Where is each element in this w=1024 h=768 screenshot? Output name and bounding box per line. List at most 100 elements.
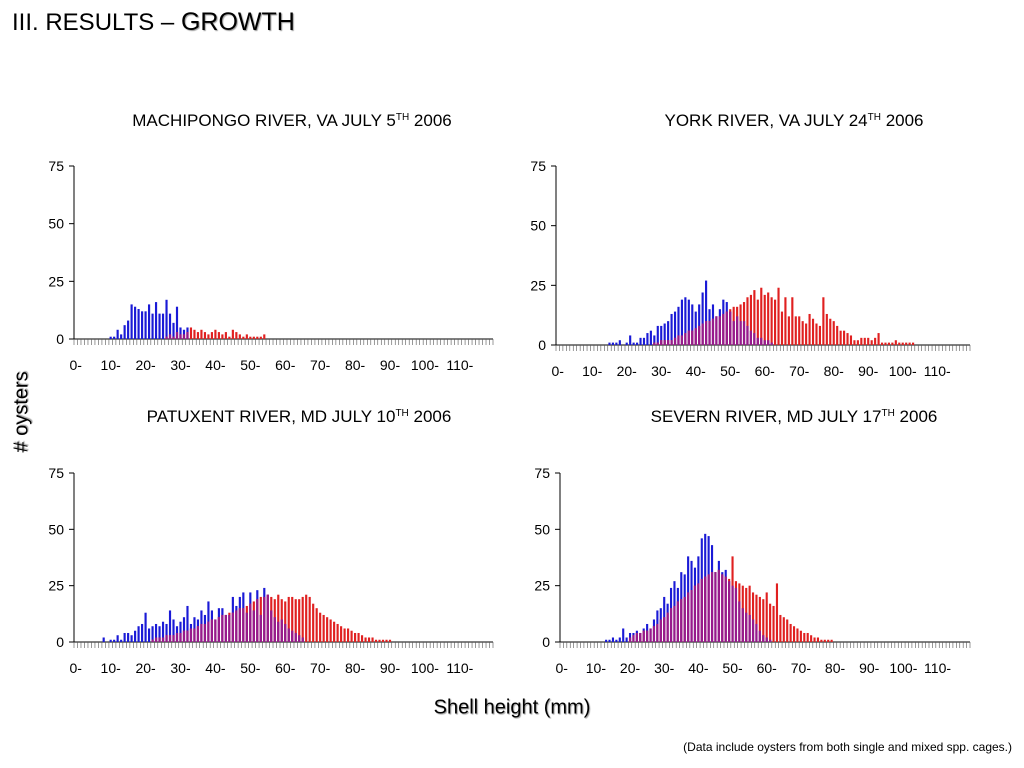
bar-red	[912, 342, 915, 345]
bar-overlap	[684, 333, 687, 345]
y-tick-label: 50	[48, 216, 64, 232]
bar-blue	[663, 323, 666, 345]
bar-red	[791, 297, 794, 345]
bar-overlap	[270, 610, 273, 642]
bar-red	[312, 603, 315, 642]
bar-overlap	[710, 572, 714, 642]
bar-red	[801, 321, 804, 345]
bar-overlap	[751, 619, 755, 642]
bar-blue	[123, 325, 126, 339]
bar-overlap	[656, 623, 659, 642]
x-tick-label: 70-	[789, 363, 810, 379]
bar-overlap	[697, 583, 700, 642]
x-tick-label: 40-	[205, 357, 226, 373]
bar-overlap	[203, 623, 207, 642]
bar-red	[207, 334, 210, 339]
bar-overlap	[628, 637, 632, 642]
bar-overlap	[259, 614, 262, 642]
bar-overlap	[755, 623, 758, 642]
bar-red	[256, 336, 259, 339]
bar-red	[787, 316, 790, 345]
bar-overlap	[168, 334, 172, 339]
bar-blue	[144, 612, 147, 642]
bar-overlap	[680, 599, 683, 642]
bar-red	[822, 297, 825, 345]
bar-blue	[130, 635, 133, 642]
bar-overlap	[721, 574, 724, 642]
bar-overlap	[632, 635, 635, 642]
bar-blue	[182, 617, 186, 642]
bar-overlap	[179, 334, 182, 339]
x-tick-label: 70-	[791, 660, 812, 676]
bar-red	[765, 592, 768, 642]
bar-overlap	[273, 617, 276, 642]
bar-red	[898, 342, 901, 345]
bar-blue	[629, 335, 632, 345]
bar-overlap	[228, 614, 231, 642]
bar-red	[760, 287, 763, 345]
bar-overlap	[687, 592, 690, 642]
bar-red	[200, 329, 203, 339]
x-tick-label: 10-	[101, 357, 122, 373]
bar-overlap	[673, 337, 677, 345]
bar-blue	[687, 299, 690, 345]
bar-blue	[618, 637, 621, 642]
bar-overlap	[238, 608, 241, 642]
bar-red	[203, 332, 207, 339]
bar-red	[770, 297, 773, 345]
bar-blue	[123, 632, 126, 642]
chart-title-patuxent: PATUXENT RIVER, MD JULY 10TH 2006	[147, 407, 452, 427]
x-tick-label: 30-	[651, 363, 672, 379]
bar-red	[749, 294, 752, 345]
bar-overlap	[179, 632, 182, 642]
bar-red	[811, 318, 815, 345]
slide-title: III. RESULTS – GROWTH	[12, 8, 295, 37]
bar-red	[301, 596, 304, 642]
bar-red	[287, 596, 290, 642]
bar-overlap	[294, 632, 297, 642]
bar-blue	[120, 639, 123, 642]
bar-red	[242, 336, 245, 339]
bar-overlap	[287, 628, 290, 642]
bar-red	[782, 617, 785, 642]
bar-red	[753, 290, 756, 345]
bar-overlap	[741, 608, 744, 642]
bar-overlap	[663, 617, 666, 642]
x-tick-label: 110-	[924, 363, 951, 379]
bar-blue	[698, 304, 701, 345]
bar-red	[259, 336, 262, 339]
bar-red	[894, 340, 897, 345]
bar-overlap	[680, 335, 683, 345]
chart-title-sup: TH	[395, 112, 410, 123]
bar-red	[805, 323, 808, 345]
bar-red	[870, 340, 873, 345]
bar-overlap	[653, 342, 656, 345]
bar-overlap	[649, 628, 652, 642]
bar-overlap	[767, 340, 770, 345]
x-tick-label: 10-	[586, 660, 607, 676]
bar-overlap	[770, 342, 773, 345]
bar-overlap	[189, 628, 193, 642]
bar-red	[298, 599, 301, 642]
bar-red	[319, 612, 322, 642]
bar-overlap	[635, 632, 638, 642]
bar-overlap	[186, 630, 189, 642]
x-tick-label: 100-	[889, 660, 917, 676]
bar-overlap	[207, 621, 210, 642]
bar-overlap	[186, 332, 189, 339]
bar-overlap	[722, 313, 725, 345]
bar-red	[291, 596, 294, 642]
x-tick-label: 50-	[720, 363, 741, 379]
bar-overlap	[158, 637, 161, 642]
bar-red	[780, 311, 784, 345]
bar-red	[755, 594, 758, 642]
bar-blue	[165, 299, 168, 339]
bar-red	[333, 621, 336, 642]
bar-blue	[109, 336, 112, 339]
bar-blue	[605, 639, 608, 642]
bar-blue	[141, 623, 144, 642]
bar-overlap	[708, 321, 711, 345]
bar-overlap	[252, 610, 255, 642]
bar-red	[816, 637, 820, 642]
y-tick-label: 0	[56, 331, 64, 347]
